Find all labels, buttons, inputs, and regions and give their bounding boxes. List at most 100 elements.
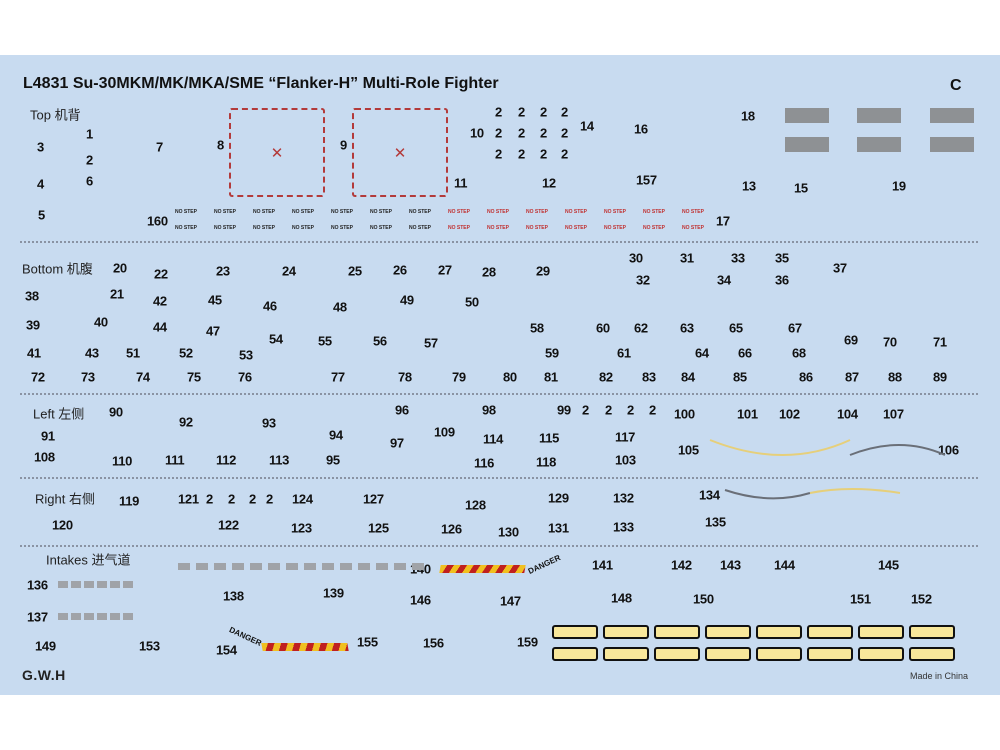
decal-number-bottom: 65 [729,320,743,336]
grey-gauge-arc-106 [849,444,946,456]
no-step-stencil: NO STEP [409,225,431,231]
intake-panel-decal [286,563,298,570]
decal-number-top: 12 [542,175,556,191]
danger-stripe-decal [439,565,526,573]
intake-panel-decal [376,563,388,570]
decal-number-bottom: 68 [792,345,806,361]
intake-panel-decal [84,581,94,588]
decal-number-top: 11 [454,175,468,191]
decal-number-left: 93 [262,415,276,431]
decal-number-intakes: 149 [35,638,56,654]
decal-number-top: 2 [518,146,525,162]
intake-panel-decal [110,613,120,620]
danger-stripe-decal [261,643,349,651]
decal-number-intakes: 138 [223,588,244,604]
intake-panel-decal [97,613,107,620]
decal-number-top: 17 [716,213,730,229]
decal-number-intakes: 136 [27,577,48,593]
intake-panel-decal [71,581,81,588]
intake-panel-decal [304,563,316,570]
decal-sheet [0,55,1000,695]
decal-number-bottom: 72 [31,369,45,385]
decal-number-intakes: 141 [592,557,613,573]
decal-number-top: 2 [495,104,502,120]
decal-number-bottom: 26 [393,262,407,278]
decal-number-bottom: 85 [733,369,747,385]
decal-number-bottom: 32 [636,272,650,288]
intake-panel-decal [232,563,244,570]
decal-number-top: 4 [37,176,44,192]
decal-number-top: 10 [470,125,484,141]
decal-number-left: 2 [605,402,612,418]
decal-number-bottom: 71 [933,334,947,350]
brand-logo: G.W.H [22,667,66,683]
decal-number-top: 2 [495,125,502,141]
section-divider [20,393,978,395]
decal-number-bottom: 34 [717,272,731,288]
decal-number-left: 113 [269,452,290,468]
decal-number-bottom: 58 [530,320,544,336]
grey-panel-decal [785,137,829,152]
decal-number-right: 132 [613,490,634,506]
decal-number-top: 2 [86,152,93,168]
decal-number-intakes: 151 [850,591,871,607]
walkway-bar-decal [705,625,751,639]
grey-panel-decal [785,108,829,123]
decal-number-bottom: 59 [545,345,559,361]
decal-number-bottom: 86 [799,369,813,385]
decal-number-bottom: 41 [27,345,41,361]
no-step-stencil: NO STEP [214,225,236,231]
decal-number-right: 134 [699,487,720,503]
no-step-stencil: NO STEP [604,225,626,231]
decal-number-bottom: 89 [933,369,947,385]
decal-number-bottom: 42 [153,293,167,309]
decal-number-bottom: 54 [269,331,283,347]
decal-number-bottom: 74 [136,369,150,385]
decal-number-bottom: 79 [452,369,466,385]
decal-number-bottom: 57 [424,335,438,351]
cross-mark-icon: ✕ [270,144,284,162]
decal-number-left: 2 [627,402,634,418]
decal-number-bottom: 35 [775,250,789,266]
decal-number-right: 130 [498,524,519,540]
decal-number-bottom: 75 [187,369,201,385]
no-step-stencil: NO STEP [682,209,704,215]
decal-number-left: 118 [536,454,557,470]
decal-number-right: 126 [441,521,462,537]
decal-number-left: 101 [737,406,758,422]
gauge-arcs [709,439,946,500]
decal-number-bottom: 52 [179,345,193,361]
no-step-stencil: NO STEP [565,209,587,215]
decal-number-left: 90 [109,404,123,420]
decal-number-right: 121 [178,491,199,507]
decal-number-left: 94 [329,427,343,443]
no-step-stencil: NO STEP [487,209,509,215]
no-step-stencil: NO STEP [409,209,431,215]
decal-number-top: 7 [156,139,163,155]
decal-number-top: 15 [794,180,808,196]
decal-number-top: 2 [540,125,547,141]
decal-number-intakes: 147 [500,593,521,609]
intake-panel-decal [97,581,107,588]
no-step-stencil: NO STEP [214,209,236,215]
decal-number-right: 2 [228,491,235,507]
decal-number-left: 98 [482,402,496,418]
section-label-left: Left 左侧 [33,406,85,422]
decal-number-bottom: 83 [642,369,656,385]
decal-number-left: 91 [41,428,55,444]
section-label-top: Top 机背 [30,107,81,123]
no-step-stencil: NO STEP [175,209,197,215]
decal-number-left: 108 [34,449,55,465]
decal-number-bottom: 88 [888,369,902,385]
decal-number-bottom: 27 [438,262,452,278]
decal-number-left: 114 [483,431,504,447]
decal-number-left: 100 [674,406,695,422]
decal-number-bottom: 80 [503,369,517,385]
decal-number-top: 2 [540,146,547,162]
decal-number-left: 112 [216,452,237,468]
decal-number-left: 105 [678,442,699,458]
decal-number-left: 117 [615,429,636,445]
decal-number-bottom: 53 [239,347,253,363]
decal-number-bottom: 50 [465,294,479,310]
no-step-stencil: NO STEP [487,225,509,231]
